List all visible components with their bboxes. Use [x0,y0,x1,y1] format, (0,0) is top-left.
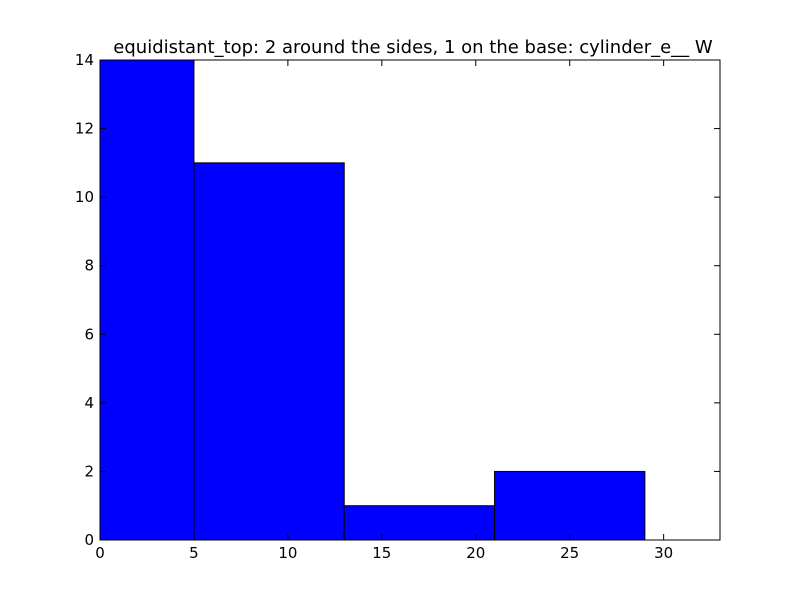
x-tick-label-4: 20 [466,544,485,562]
y-tick-label-5: 10 [75,188,94,206]
histogram-bar-2 [343,505,496,541]
chart-title: equidistant_top: 2 around the sides, 1 o… [113,37,713,58]
x-tick-label-0: 0 [95,544,105,562]
ticks-group: 0 5 10 15 20 25 30 0 2 4 6 8 10 12 14 [75,51,720,562]
y-tick-label-1: 2 [84,462,94,480]
y-tick-label-3: 6 [84,325,94,343]
y-tick-label-6: 12 [75,120,94,138]
x-tick-label-2: 10 [278,544,297,562]
y-tick-label-0: 0 [84,531,94,549]
x-tick-label-3: 15 [372,544,391,562]
x-tick-label-5: 25 [560,544,579,562]
x-tick-label-1: 5 [189,544,199,562]
y-tick-label-7: 14 [75,51,94,69]
histogram-bar-0 [99,59,195,541]
x-tick-label-6: 30 [654,544,673,562]
plot-frame [99,59,721,541]
bars-group [99,59,646,541]
y-tick-label-4: 8 [84,257,94,275]
y-tick-label-2: 4 [84,394,94,412]
histogram-bar-1 [193,162,345,541]
histogram-bar-3 [494,470,646,541]
